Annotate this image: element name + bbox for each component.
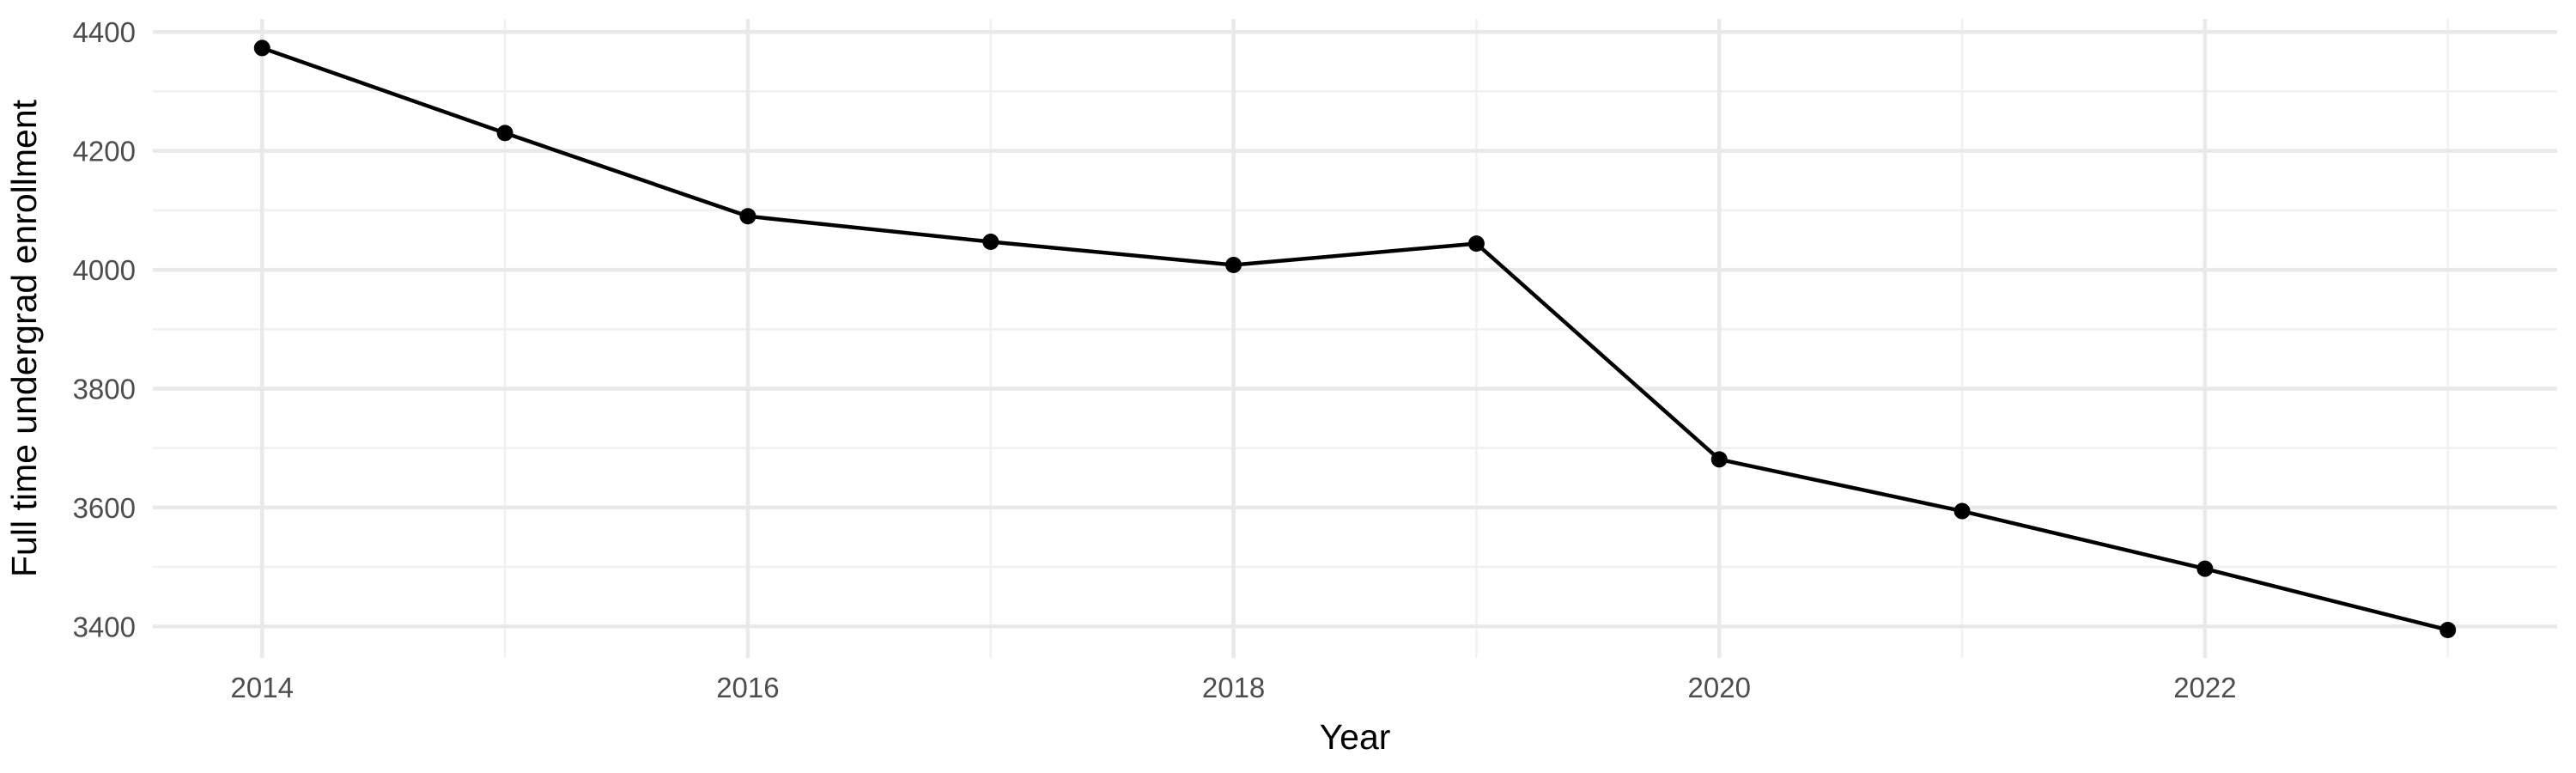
data-point [1467,235,1485,253]
data-point [1953,502,1971,520]
data-point [1225,257,1242,274]
data-point [496,125,513,142]
x-tick-label: 2022 [2173,672,2236,703]
enrollment-data-points [253,40,2457,638]
enrollment-series-line [261,46,2449,632]
x-tick-label: 2018 [1202,672,1265,703]
y-tick-label: 4400 [73,16,136,48]
data-point [739,208,756,225]
x-tick-label: 2014 [231,672,294,703]
x-tick-label: 2016 [716,672,779,703]
y-tick-label: 3400 [73,611,136,642]
data-point [1710,451,1728,468]
data-point [2196,560,2214,577]
gridlines-minor [153,19,2557,658]
x-axis-tick-labels: 2014 2016 2018 2020 2022 [231,672,2237,703]
y-axis-tick-labels: 3400 3600 3800 4000 4200 4400 [73,16,136,642]
y-tick-label: 3800 [73,373,136,405]
y-axis-title: Full time undergrad enrollment [4,99,44,577]
data-point [982,234,999,251]
x-tick-label: 2020 [1688,672,1751,703]
x-axis-title: Year [1320,717,1391,757]
data-point [253,40,270,57]
y-tick-label: 4000 [73,254,136,286]
y-tick-label: 4200 [73,136,136,167]
y-tick-label: 3600 [73,492,136,524]
data-point [2439,621,2457,638]
gridlines-major [153,19,2557,658]
